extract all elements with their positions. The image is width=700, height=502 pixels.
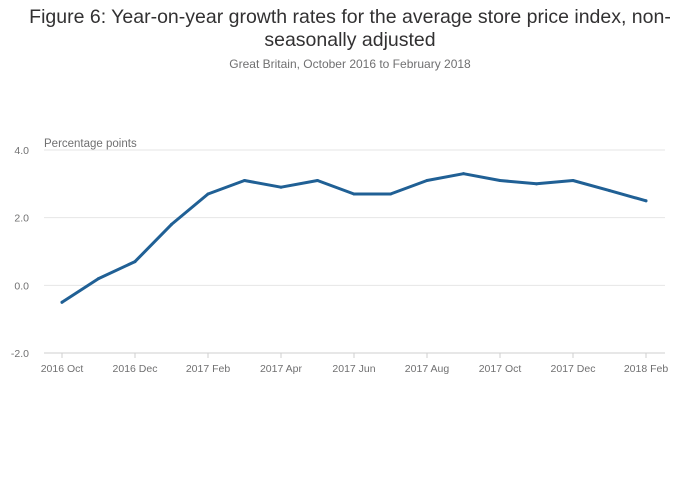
x-tick-label: 2017 Oct: [479, 363, 522, 375]
data-point[interactable]: [571, 178, 575, 182]
data-point[interactable]: [352, 192, 356, 196]
data-point[interactable]: [425, 178, 429, 182]
data-point[interactable]: [389, 192, 392, 196]
y-tick-label: 0.0: [14, 280, 29, 292]
data-point[interactable]: [498, 178, 502, 182]
data-point[interactable]: [243, 178, 246, 182]
data-point[interactable]: [535, 182, 538, 186]
data-point[interactable]: [206, 192, 210, 196]
x-tick-label: 2017 Dec: [551, 363, 596, 375]
data-point[interactable]: [316, 178, 319, 182]
x-axis-ticks: 2016 Oct 2016 Dec 2017 Feb 2017 Apr 2017 Jun…: [41, 353, 669, 375]
chart-title: Figure 6: Year-on-year growth rates for …: [29, 6, 671, 51]
x-tick-label: 2017 Apr: [260, 363, 303, 375]
y-tick-label: 2.0: [14, 213, 29, 225]
x-tick-label: 2017 Jun: [332, 363, 375, 375]
data-point[interactable]: [279, 185, 283, 189]
data-point[interactable]: [462, 172, 465, 176]
data-point[interactable]: [60, 300, 64, 304]
x-tick-label: 2016 Oct: [41, 363, 84, 375]
x-tick-label: 2018 Feb: [624, 363, 669, 375]
data-point[interactable]: [170, 222, 173, 226]
data-point[interactable]: [133, 260, 137, 264]
x-tick-label: 2016 Dec: [113, 363, 158, 375]
data-point[interactable]: [644, 199, 648, 203]
chart-subtitle: Great Britain, October 2016 to February …: [229, 57, 471, 71]
x-tick-label: 2017 Aug: [405, 363, 450, 375]
x-tick-label: 2017 Feb: [186, 363, 231, 375]
y-axis-ticks: -2.0 0.0 2.0 4.0: [11, 145, 29, 360]
series-group: [60, 172, 648, 304]
data-point[interactable]: [608, 189, 611, 193]
data-point[interactable]: [97, 277, 100, 281]
y-tick-label: 4.0: [14, 145, 29, 157]
y-axis-label: Percentage points: [44, 138, 137, 150]
y-tick-label: -2.0: [11, 348, 29, 360]
